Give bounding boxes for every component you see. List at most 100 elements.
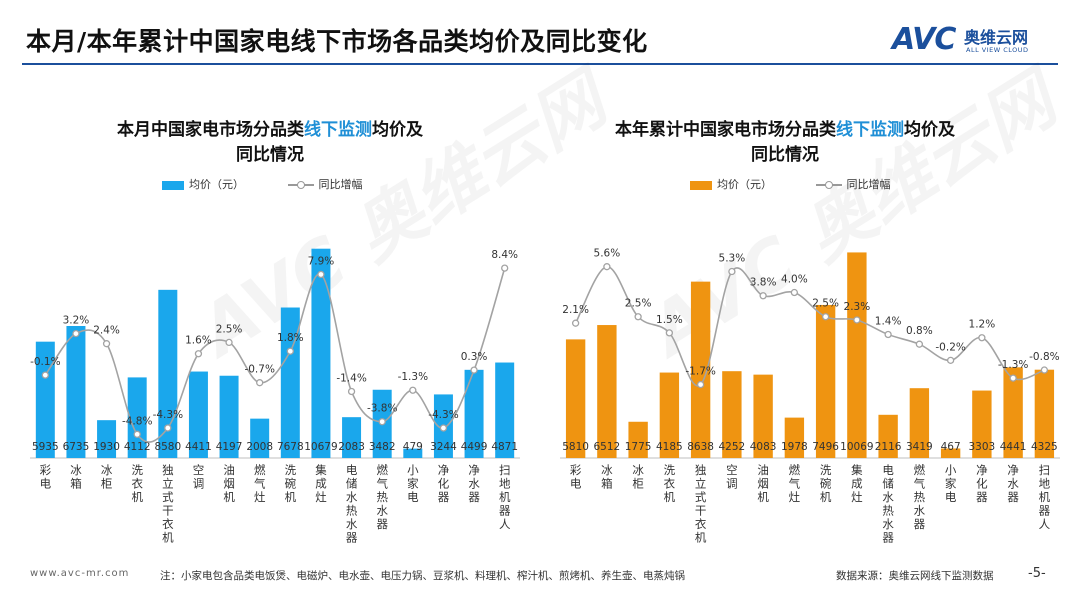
bar [753, 374, 773, 458]
bar [1003, 367, 1023, 458]
yoy-label: 3.8% [750, 277, 777, 289]
category-label: 净化器 [976, 463, 988, 504]
yoy-point [286, 347, 294, 355]
category-label: 小家电 [407, 463, 419, 504]
chart-title-highlight: 线下监测 [304, 120, 372, 140]
yoy-label: -1.3% [398, 371, 428, 383]
yoy-point [696, 380, 705, 389]
yoy-point [634, 313, 642, 321]
yoy-label: 1.2% [969, 319, 996, 331]
bar [66, 325, 86, 458]
yoy-point [665, 329, 674, 337]
bar [97, 420, 117, 458]
yoy-point [978, 334, 986, 342]
yoy-point [194, 350, 203, 358]
bar-value-label: 4185 [656, 441, 683, 453]
yoy-label: 5.6% [594, 248, 621, 260]
category-label: 空调 [193, 463, 205, 491]
yoy-label: 1.8% [277, 332, 304, 344]
yoy-label: 5.3% [719, 253, 746, 265]
category-label: 燃气热水器 [376, 463, 388, 531]
bar-value-label: 8638 [687, 441, 714, 453]
bar [464, 369, 484, 458]
bar [565, 339, 586, 458]
title-divider [22, 63, 1058, 65]
chart-title-part: 均价及 [904, 120, 955, 140]
page-number: -5- [1028, 566, 1046, 581]
bar [403, 448, 423, 458]
legend-monthly: 均价（元） 同比增幅 [162, 176, 403, 192]
bar-value-label: 1978 [781, 441, 808, 453]
bar-value-label: 2083 [338, 441, 365, 453]
legend-line-label: 同比增幅 [318, 178, 363, 191]
yoy-label: -0.7% [244, 364, 274, 376]
yoy-label: 4.0% [781, 274, 808, 286]
yoy-label: -0.1% [30, 356, 60, 368]
yoy-label: -0.8% [1029, 351, 1059, 363]
bar [847, 252, 867, 458]
chart-title-ytd: 本年累计中国家电市场分品类线下监测均价及 同比情况 [575, 118, 995, 168]
bar-value-label: 3244 [430, 441, 457, 453]
bar [127, 377, 147, 458]
yoy-label: -0.2% [935, 341, 965, 353]
yoy-point [347, 387, 356, 396]
yoy-point [41, 371, 49, 379]
yoy-point [164, 424, 172, 432]
bar-value-label: 10069 [840, 441, 873, 453]
bar-value-label: 479 [403, 441, 423, 453]
bar-value-label: 4112 [124, 441, 151, 453]
yoy-label: -3.8% [367, 403, 397, 415]
yoy-label: -4.8% [122, 415, 152, 427]
category-label: 燃气热水器 [914, 463, 926, 531]
yoy-point [790, 288, 799, 297]
category-label: 电储水热水器 [346, 463, 358, 545]
yoy-point [256, 379, 264, 387]
bar-value-label: 2116 [875, 441, 902, 453]
bar-value-label: 3419 [906, 441, 933, 453]
bar [940, 448, 961, 458]
category-label: 燃气灶 [789, 463, 801, 504]
bar [188, 371, 208, 458]
bar [342, 417, 362, 458]
bar-value-label: 4441 [1000, 441, 1027, 453]
bar [878, 414, 898, 458]
category-label: 集成灶 [315, 463, 327, 504]
bar-value-label: 8580 [154, 441, 181, 453]
bar [219, 375, 239, 458]
category-label: 冰柜 [101, 463, 113, 491]
yoy-point [378, 418, 386, 426]
yoy-point [821, 313, 830, 321]
yoy-label: 7.9% [308, 255, 335, 267]
category-label: 净水器 [468, 463, 480, 504]
yoy-point [853, 316, 861, 324]
bar-value-label: 10679 [304, 441, 337, 453]
category-label: 独立式干衣机 [695, 463, 707, 545]
category-label: 洗衣机 [664, 463, 676, 504]
bar [909, 388, 930, 458]
category-label: 净水器 [1007, 463, 1019, 504]
yoy-point [501, 264, 509, 272]
yoy-label: 2.5% [216, 323, 243, 335]
yoy-point [1040, 366, 1049, 374]
bar-value-label: 3482 [369, 441, 396, 453]
category-label: 小家电 [945, 463, 957, 504]
chart-title-monthly: 本月中国家电市场分品类线下监测均价及 同比情况 [70, 118, 470, 168]
yoy-point [884, 330, 892, 339]
bar-value-label: 467 [941, 441, 961, 453]
chart-title-part: 均价及 [372, 120, 423, 140]
bar-value-label: 6512 [594, 441, 621, 453]
legend-bar-swatch [690, 180, 712, 190]
bar-value-label: 4871 [491, 441, 518, 453]
yoy-point [571, 319, 580, 327]
yoy-label: -1.3% [998, 359, 1028, 371]
footer-url[interactable]: www.avc-mr.com [30, 568, 130, 579]
avc-logo: AVC 奥维云网 ALL VIEW CLOUD [892, 22, 1054, 57]
category-label: 彩电 [40, 463, 52, 491]
yoy-label: 1.6% [185, 335, 212, 347]
bar-value-label: 1775 [625, 441, 652, 453]
yoy-point [72, 329, 80, 338]
bar-value-label: 7496 [812, 441, 839, 453]
yoy-label: -1.4% [336, 373, 366, 385]
category-label: 扫地机器人 [1039, 463, 1051, 531]
yoy-label: 1.5% [656, 314, 683, 326]
